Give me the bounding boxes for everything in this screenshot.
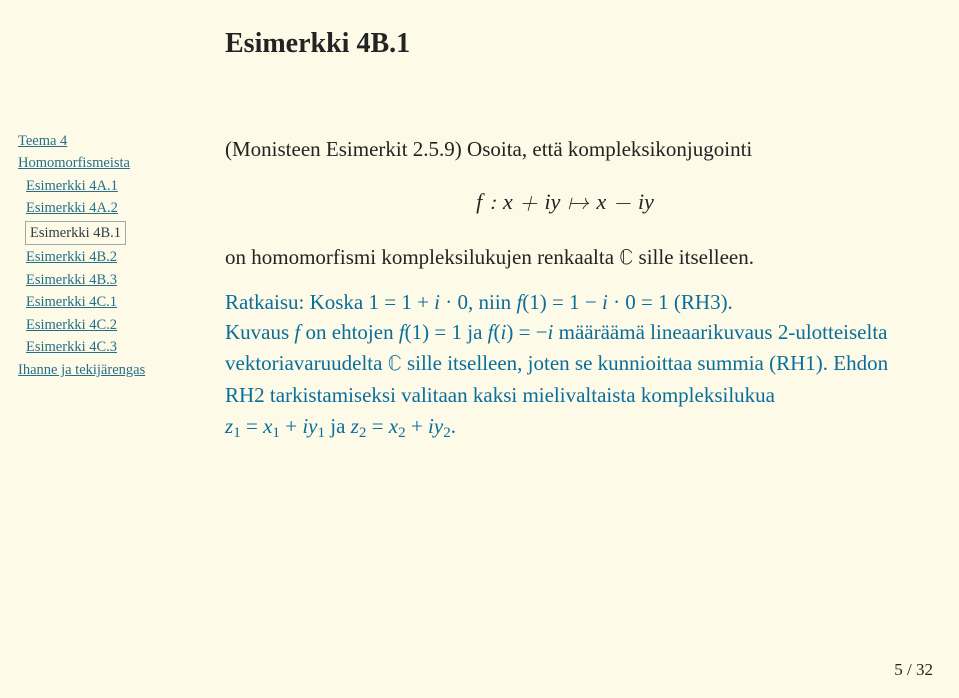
solution-line-1: Ratkaisu: Koska 1 = 1 + i · 0, niin f(1)…: [225, 290, 733, 314]
sidebar-item-4b3[interactable]: Esimerkki 4B.3: [18, 269, 186, 291]
hom-pre: on homomorfismi kompleksilukujen renkaal…: [225, 245, 619, 269]
solution-z-equation: z1 = x1 + iy1 ja z2 = x2 + iy2.: [225, 414, 456, 438]
sidebar-item-4c2[interactable]: Esimerkki 4C.2: [18, 314, 186, 336]
sidebar-item-4a2[interactable]: Esimerkki 4A.2: [18, 197, 186, 219]
sidebar-item-4a1[interactable]: Esimerkki 4A.1: [18, 175, 186, 197]
sidebar-section-homomorfismeista[interactable]: Homomorfismeista: [18, 152, 186, 174]
sidebar-item-4b1-current: Esimerkki 4B.1: [25, 221, 126, 245]
sidebar-item-4c3[interactable]: Esimerkki 4C.3: [18, 336, 186, 358]
sidebar-section-ihanne[interactable]: Ihanne ja tekijärengas: [18, 359, 186, 381]
solution-block: Ratkaisu: Koska 1 = 1 + i · 0, niin f(1)…: [225, 287, 905, 445]
complex-set-symbol: ℂ: [619, 248, 633, 269]
problem-statement: (Monisteen Esimerkit 2.5.9) Osoita, että…: [225, 134, 905, 164]
solution-line-2: Kuvaus f on ehtojen f(1) = 1 ja f(i) = −…: [225, 320, 888, 407]
page-number: 5 / 32: [894, 660, 933, 680]
map-formula: f : x + iy ↦ x − iy: [225, 186, 905, 220]
sidebar-item-teema4[interactable]: Teema 4: [18, 130, 186, 152]
page-title: Esimerkki 4B.1: [225, 28, 410, 60]
homomorphism-line: on homomorfismi kompleksilukujen renkaal…: [225, 242, 905, 274]
sidebar-item-4b2[interactable]: Esimerkki 4B.2: [18, 246, 186, 268]
hom-post: sille itselleen.: [633, 245, 754, 269]
sidebar: Teema 4 Homomorfismeista Esimerkki 4A.1 …: [18, 130, 186, 381]
main-content: (Monisteen Esimerkit 2.5.9) Osoita, että…: [225, 134, 905, 445]
sidebar-item-4c1[interactable]: Esimerkki 4C.1: [18, 291, 186, 313]
